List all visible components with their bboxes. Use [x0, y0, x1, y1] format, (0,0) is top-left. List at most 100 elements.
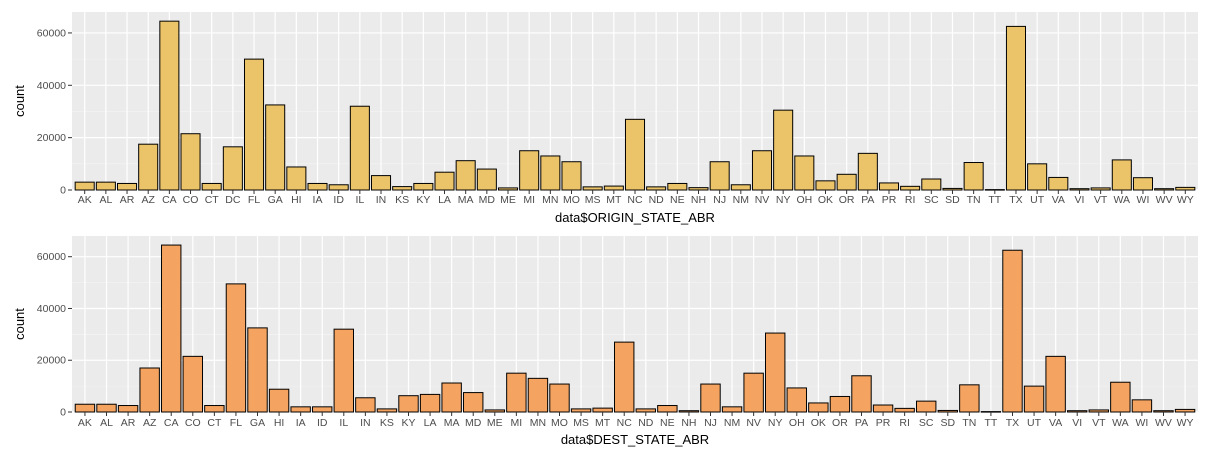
bar-ks [392, 186, 413, 191]
x-tick-label: CA [162, 194, 177, 206]
bar-hi [268, 388, 290, 413]
x-tick-label: WI [1136, 417, 1149, 429]
x-tick-label: TX [1006, 417, 1019, 429]
x-tick-label: MN [530, 417, 546, 429]
bar-vt [1090, 187, 1111, 191]
x-tick-label: TX [1009, 194, 1022, 206]
x-tick-label: AR [120, 194, 135, 206]
bar-ga [265, 104, 286, 191]
origin-state-chart: 0 20000 40000 60000 AK AL AR AZ CA CO CT DC FL GA HI IA… [12, 12, 1198, 225]
bar-ne [667, 182, 688, 191]
x-tick-label: AZ [143, 417, 157, 429]
bar-ky [413, 182, 434, 191]
x-tick-label: AR [121, 417, 136, 429]
x-tick-label: WA [1112, 417, 1129, 429]
bar-ca [161, 244, 182, 413]
x-tick-label: NJ [704, 417, 717, 429]
x-tick-label: ID [317, 417, 328, 429]
x-tick-label: HI [274, 417, 285, 429]
bar-mi [506, 372, 527, 413]
x-tick-label: ND [649, 194, 665, 206]
bar-ut [1027, 163, 1048, 191]
bar-id [328, 184, 349, 191]
x-tick-label: WA [1114, 194, 1131, 206]
x-tick-label: NC [617, 417, 633, 429]
x-tick-label: NM [724, 417, 740, 429]
x-tick-label: PR [882, 194, 897, 206]
bar-mi [519, 150, 540, 191]
x-tick-label: VI [1072, 417, 1082, 429]
bar-ne [657, 405, 678, 413]
bar-az [139, 367, 160, 413]
x-tick-label: NM [733, 194, 749, 206]
y-tick-label: 40000 [37, 80, 66, 92]
x-tick-label: MS [573, 417, 589, 429]
x-tick-label: TT [988, 194, 1001, 206]
bar-me [497, 187, 519, 191]
y-tick-label: 20000 [37, 355, 66, 367]
bar-ri [900, 185, 921, 191]
x-tick-label: PA [861, 194, 874, 206]
x-tick-label: ND [638, 417, 654, 429]
bar-vi [1066, 410, 1088, 413]
bar-tn [963, 162, 984, 191]
bar-nj [700, 383, 721, 413]
y-tick-label: 60000 [37, 27, 66, 39]
x-tick-label: NY [768, 417, 783, 429]
bar-vt [1088, 409, 1109, 413]
bar-md [476, 168, 497, 191]
y-axis-title: count [12, 308, 27, 340]
bar-il [333, 328, 355, 413]
y-tick-label: 0 [60, 185, 66, 197]
bar-nv [751, 150, 773, 191]
x-tick-label: MD [479, 194, 496, 206]
x-tick-label: MN [542, 194, 558, 206]
bar-oh [786, 387, 807, 413]
bar-mo [561, 161, 582, 191]
bar-mn [540, 155, 561, 191]
x-tick-label: AK [78, 417, 92, 429]
x-tick-label: LA [438, 194, 451, 206]
bar-wv [1154, 188, 1175, 191]
x-tick-label: NE [660, 417, 675, 429]
bar-ut [1023, 385, 1045, 413]
x-tick-label: LA [424, 417, 437, 429]
bar-ms [570, 408, 592, 413]
x-tick-label: WI [1137, 194, 1150, 206]
x-tick-label: AK [78, 194, 92, 206]
bar-nc [624, 118, 646, 191]
x-tick-label: MA [458, 194, 474, 206]
x-tick-label: VA [1052, 194, 1065, 206]
x-tick-label: GA [250, 417, 265, 429]
bar-in [355, 397, 376, 413]
x-tick-label: VT [1094, 194, 1108, 206]
x-tick-label: VA [1049, 417, 1062, 429]
x-tick-label: MO [563, 194, 580, 206]
bar-ma [441, 382, 462, 413]
bar-hi [286, 166, 307, 191]
bar-in [370, 175, 392, 191]
x-axis-title: data$ORIGIN_STATE_ABR [555, 210, 715, 225]
bar-mt [592, 407, 613, 413]
y-axis-title: count [12, 85, 27, 117]
bar-wi [1132, 177, 1153, 191]
bar-va [1048, 176, 1069, 191]
x-tick-label: TN [962, 417, 976, 429]
x-tick-label: RI [905, 194, 916, 206]
x-tick-label: CO [183, 194, 199, 206]
bar-wv [1153, 410, 1174, 413]
bar-wy [1174, 408, 1196, 413]
x-tick-label: MI [523, 194, 535, 206]
bar-or [836, 173, 857, 191]
bar-vi [1069, 188, 1090, 191]
bar-id [312, 406, 333, 413]
x-tick-label: GA [268, 194, 283, 206]
x-tick-label: NV [755, 194, 770, 206]
y-tick-label: 20000 [37, 132, 66, 144]
x-tick-label: MD [465, 417, 482, 429]
x-tick-label: NE [670, 194, 685, 206]
x-tick-label: AL [99, 194, 112, 206]
bar-la [419, 393, 441, 413]
x-tick-label: OR [832, 417, 848, 429]
bar-sc [921, 178, 942, 191]
